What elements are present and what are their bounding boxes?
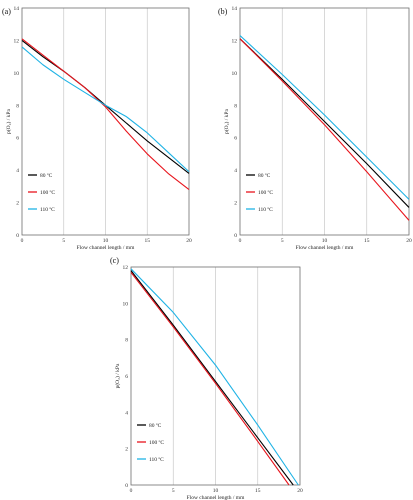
- legend-label: 100 ºC: [258, 190, 273, 196]
- y-axis-label: p(O₂) / kPa: [5, 109, 12, 134]
- y-tick-label: 0: [16, 233, 19, 239]
- y-tick-label: 8: [234, 103, 237, 109]
- y-tick-label: 4: [125, 410, 128, 416]
- chart-panel-2: 0 5 10 15 20 0 2 4 6 8 10 12 Flow channel length / m…: [110, 256, 303, 500]
- y-tick-label: 4: [16, 168, 19, 174]
- x-axis-label: Flow channel length / mm: [296, 245, 354, 251]
- x-tick-label: 20: [186, 238, 192, 244]
- x-tick-label: 10: [103, 238, 109, 244]
- y-tick-label: 10: [232, 71, 238, 77]
- x-tick-label: 0: [21, 238, 24, 244]
- y-tick-label: 6: [16, 136, 19, 142]
- x-tick-label: 10: [213, 488, 219, 494]
- x-tick-label: 5: [62, 238, 65, 244]
- series-line: [239, 38, 410, 221]
- series-line: [130, 272, 290, 486]
- legend-label: 110 ºC: [149, 457, 164, 463]
- y-tick-label: 6: [234, 136, 237, 142]
- series-line: [130, 268, 299, 486]
- y-axis-label: p(O₂) / kPa: [114, 363, 121, 388]
- x-axis-label: Flow channel length / mm: [187, 495, 245, 500]
- series-line: [239, 35, 410, 200]
- legend-label: 110 ºC: [258, 207, 273, 213]
- y-tick-label: 10: [14, 71, 20, 77]
- panel-label: (b): [218, 7, 228, 16]
- plot-frame: [130, 266, 301, 486]
- y-tick-label: 8: [16, 103, 19, 109]
- legend-label: 100 ºC: [40, 190, 55, 196]
- x-tick-label: 0: [239, 238, 242, 244]
- x-tick-label: 15: [364, 238, 370, 244]
- chart-panel-1: 0 5 10 15 20 0 2 4 6 8 10 12 14 Flow channel length /…: [218, 6, 412, 251]
- series-line: [21, 38, 190, 191]
- x-tick-label: 20: [297, 488, 303, 494]
- y-tick-label: 8: [125, 338, 128, 344]
- plot-frame: [21, 7, 190, 236]
- y-tick-label: 2: [16, 201, 19, 207]
- y-tick-label: 12: [232, 38, 238, 44]
- y-tick-label: 10: [123, 301, 129, 307]
- y-tick-label: 4: [234, 168, 237, 174]
- legend-label: 110 ºC: [40, 207, 55, 213]
- plot-frame: [239, 7, 410, 236]
- x-tick-label: 10: [322, 238, 328, 244]
- series-line: [21, 46, 190, 173]
- y-tick-label: 2: [125, 447, 128, 453]
- y-tick-label: 14: [14, 6, 20, 12]
- x-tick-label: 0: [130, 488, 133, 494]
- legend-label: 80 ºC: [149, 423, 162, 429]
- x-tick-label: 15: [145, 238, 151, 244]
- x-tick-label: 5: [172, 488, 175, 494]
- legend-label: 100 ºC: [149, 440, 164, 446]
- panel-label: (a): [2, 7, 11, 16]
- x-tick-label: 15: [255, 488, 261, 494]
- y-tick-label: 0: [234, 233, 237, 239]
- chart-panel-0: 0 5 10 15 20 0 2 4 6 8 10 12 14 Flow channel length /…: [2, 6, 192, 251]
- y-axis-label: p(O₂) / kPa: [223, 109, 230, 134]
- series-line: [239, 38, 410, 208]
- panel-label: (c): [110, 256, 119, 265]
- legend-label: 80 ºC: [258, 173, 271, 179]
- x-tick-label: 20: [406, 238, 412, 244]
- y-tick-label: 12: [123, 265, 129, 271]
- y-tick-label: 6: [125, 374, 128, 380]
- x-tick-label: 5: [281, 238, 284, 244]
- y-tick-label: 12: [14, 38, 20, 44]
- x-axis-label: Flow channel length / mm: [77, 245, 135, 251]
- series-line: [130, 270, 294, 486]
- y-tick-label: 2: [234, 201, 237, 207]
- y-tick-label: 0: [125, 483, 128, 489]
- legend-label: 80 ºC: [40, 173, 53, 179]
- y-tick-label: 14: [232, 6, 238, 12]
